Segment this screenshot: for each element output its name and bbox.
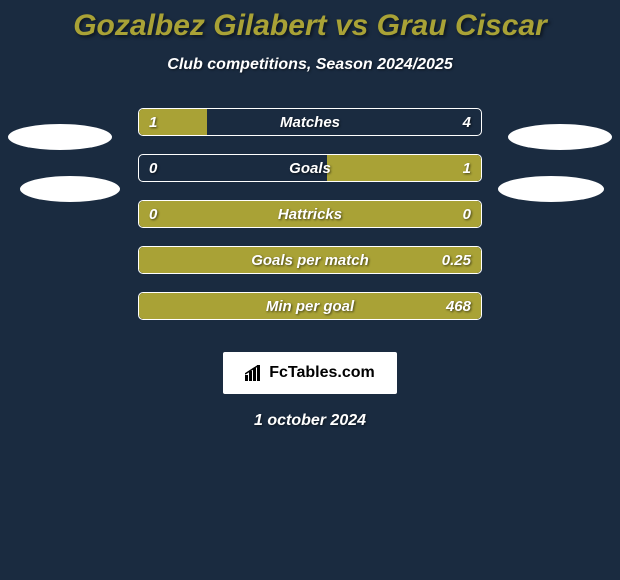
stat-label: Goals	[289, 160, 331, 177]
subtitle: Club competitions, Season 2024/2025	[0, 56, 620, 74]
stat-bar: 1 Matches 4	[138, 108, 482, 136]
chart-icon	[245, 365, 263, 381]
stat-label: Matches	[280, 114, 340, 131]
stat-bar: Min per goal 468	[138, 292, 482, 320]
vs-text: vs	[335, 9, 368, 42]
bar-fill-right	[327, 155, 481, 181]
stat-value-left: 0	[149, 206, 157, 223]
stat-label: Goals per match	[251, 252, 369, 269]
stat-value-right: 4	[463, 114, 471, 131]
stat-bar: 0 Goals 1	[138, 154, 482, 182]
comparison-title: Gozalbez Gilabert vs Grau Ciscar	[0, 0, 620, 44]
stat-label: Min per goal	[266, 298, 354, 315]
stat-row: 0 Hattricks 0	[0, 196, 620, 232]
stat-value-left: 0	[149, 160, 157, 177]
player1-name: Gozalbez Gilabert	[73, 9, 326, 42]
player2-name: Grau Ciscar	[377, 9, 547, 42]
stat-value-left: 1	[149, 114, 157, 131]
logo-text: FcTables.com	[269, 364, 375, 382]
stat-value-right: 1	[463, 160, 471, 177]
stat-row: Goals per match 0.25	[0, 242, 620, 278]
stats-comparison: 1 Matches 4 0 Goals 1 0 Hattricks 0 Goals per mat…	[0, 104, 620, 324]
stat-bar: 0 Hattricks 0	[138, 200, 482, 228]
stat-value-right: 0	[463, 206, 471, 223]
stat-bar: Goals per match 0.25	[138, 246, 482, 274]
stat-value-right: 0.25	[442, 252, 471, 269]
date-text: 1 october 2024	[0, 412, 620, 430]
fctables-logo: FcTables.com	[223, 352, 397, 394]
stat-row: 1 Matches 4	[0, 104, 620, 140]
stat-row: 0 Goals 1	[0, 150, 620, 186]
stat-value-right: 468	[446, 298, 471, 315]
stat-label: Hattricks	[278, 206, 342, 223]
stat-row: Min per goal 468	[0, 288, 620, 324]
